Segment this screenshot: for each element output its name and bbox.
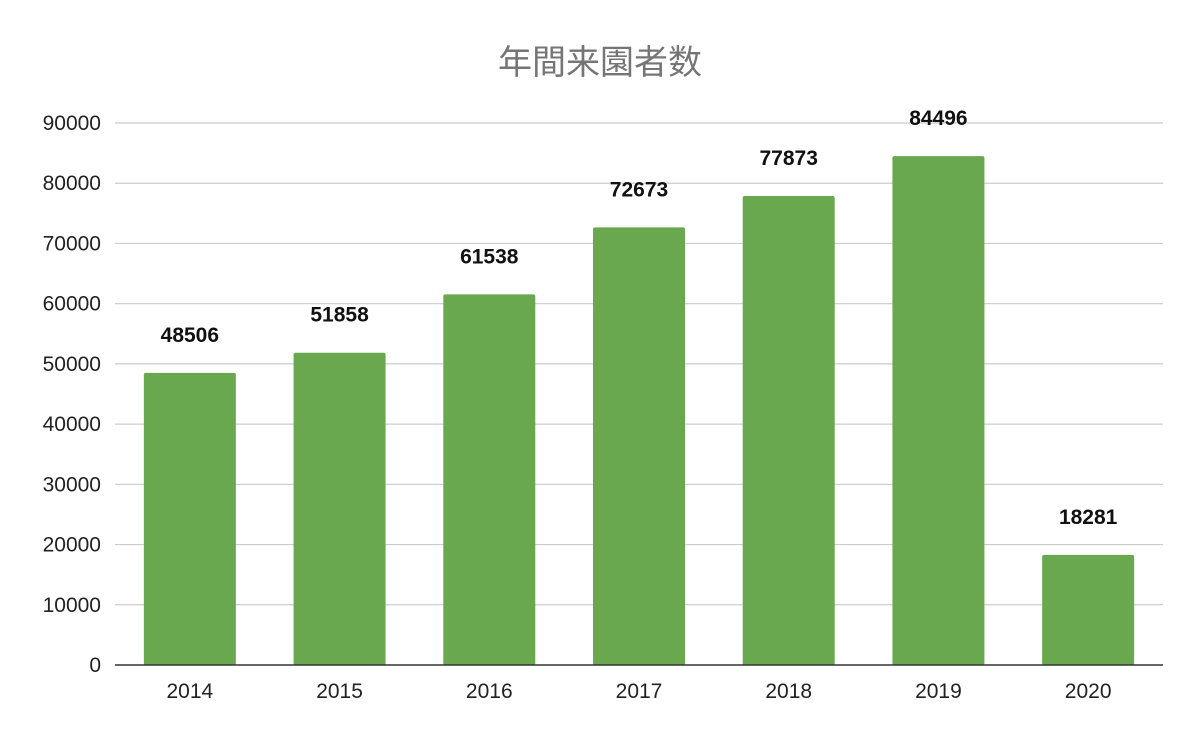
bar-2018 bbox=[742, 196, 835, 665]
bar-2017 bbox=[593, 227, 685, 665]
y-tick-label: 60000 bbox=[43, 293, 101, 316]
y-tick-label: 40000 bbox=[43, 413, 101, 436]
x-tick-label-2020: 2020 bbox=[1065, 680, 1112, 703]
bar-2014 bbox=[143, 372, 236, 665]
bar-2020 bbox=[1042, 554, 1135, 665]
data-label-2019: 84496 bbox=[909, 107, 967, 130]
data-label-2015: 51858 bbox=[310, 304, 369, 327]
x-tick-label-2018: 2018 bbox=[765, 680, 812, 703]
bars bbox=[143, 156, 1135, 666]
bar-2019 bbox=[892, 156, 985, 666]
x-axis-tick-labels: 2014 2015 2016 2017 2018 2019 2020 bbox=[166, 680, 1111, 703]
data-labels: 48506 51858 61538 72673 77873 84496 18281 bbox=[161, 107, 1118, 529]
y-tick-label: 50000 bbox=[43, 353, 101, 376]
y-tick-label: 10000 bbox=[43, 594, 101, 617]
y-axis-tick-labels: 0 10000 20000 30000 40000 50000 60000 70000 8000… bbox=[43, 112, 101, 677]
data-label-2017: 72673 bbox=[610, 178, 668, 201]
bar-2015 bbox=[293, 352, 386, 665]
data-label-2018: 77873 bbox=[760, 147, 818, 170]
y-tick-label: 0 bbox=[89, 654, 101, 677]
x-tick-label-2015: 2015 bbox=[316, 680, 363, 703]
x-tick-label-2016: 2016 bbox=[466, 680, 513, 703]
y-tick-label: 70000 bbox=[43, 232, 101, 255]
chart-title: 年間来園者数 bbox=[498, 43, 702, 83]
x-tick-label-2017: 2017 bbox=[616, 680, 663, 703]
data-label-2020: 18281 bbox=[1059, 506, 1118, 529]
y-tick-label: 90000 bbox=[43, 112, 101, 135]
y-tick-label: 30000 bbox=[43, 473, 101, 496]
x-tick-label-2019: 2019 bbox=[915, 680, 962, 703]
bar-2016 bbox=[443, 294, 536, 665]
x-tick-label-2014: 2014 bbox=[166, 680, 213, 703]
y-tick-label: 20000 bbox=[43, 534, 101, 557]
y-tick-label: 80000 bbox=[43, 172, 101, 195]
data-label-2016: 61538 bbox=[460, 245, 519, 268]
data-label-2014: 48506 bbox=[161, 324, 219, 347]
